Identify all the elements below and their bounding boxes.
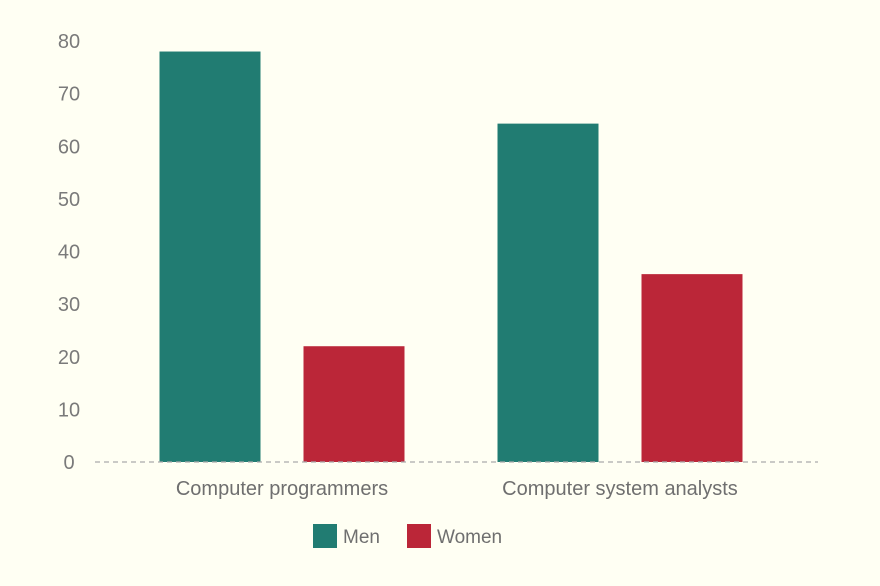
legend-label-men[interactable]: Men [343,527,380,548]
bar-women-1[interactable] [303,346,405,462]
bar-men-1[interactable] [159,51,261,463]
y-tick-label: 70 [58,84,80,106]
y-tick-label: 50 [58,189,80,211]
y-tick-label: 60 [58,136,80,158]
x-category-label: Computer programmers [176,478,388,500]
bars-group [159,51,743,463]
legend-swatch-women[interactable] [407,524,431,548]
y-tick-label: 10 [58,399,80,421]
legend-swatch-men[interactable] [313,524,337,548]
legend-label-women[interactable]: Women [437,527,502,548]
legend: Men Women [313,524,502,548]
y-tick-label: 30 [58,294,80,316]
x-category-label: Computer system analysts [502,478,738,500]
x-axis: Computer programmers Computer system anal… [176,478,738,500]
y-tick-label: 0 [63,452,74,474]
y-axis: 0 10 20 30 40 50 60 70 80 [58,31,80,474]
bar-women-2[interactable] [641,274,743,462]
y-tick-label: 20 [58,347,80,369]
y-tick-label: 80 [58,31,80,53]
bar-men-2[interactable] [497,123,599,462]
y-tick-label: 40 [58,242,80,264]
